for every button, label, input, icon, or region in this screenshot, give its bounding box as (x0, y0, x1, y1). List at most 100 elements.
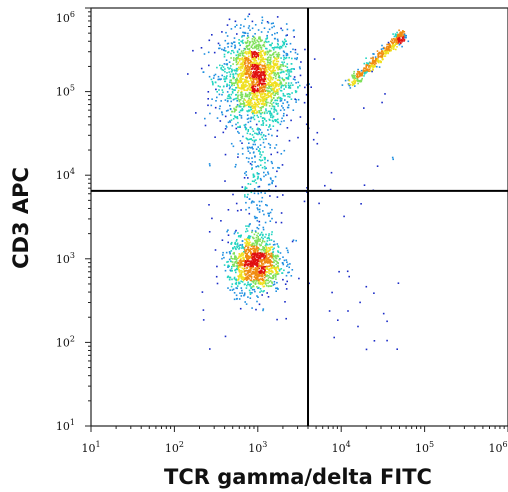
event-dot (277, 57, 280, 59)
event-dot (253, 39, 256, 41)
event-dot (227, 266, 229, 268)
event-dot (396, 46, 398, 48)
event-dot (251, 264, 254, 266)
event-dot (270, 271, 273, 273)
event-dot (297, 86, 299, 89)
event-dot (238, 105, 240, 108)
event-dot (219, 78, 221, 81)
event-dot (233, 246, 236, 248)
event-dot (277, 44, 279, 46)
event-dot (268, 215, 270, 217)
event-dot (242, 253, 245, 256)
event-dot (227, 109, 229, 112)
event-dot (251, 86, 253, 89)
event-dot (264, 65, 266, 68)
event-dot (219, 105, 221, 107)
event-dot (234, 243, 237, 245)
event-dot (257, 249, 259, 252)
event-dot (242, 31, 244, 34)
event-dot (256, 245, 258, 247)
event-dot (362, 70, 364, 73)
event-dot (241, 109, 244, 111)
event-dot (277, 91, 279, 94)
event-dot (251, 92, 253, 95)
event-dot (260, 260, 263, 263)
event-dot (260, 53, 262, 55)
event-dot (226, 75, 228, 77)
event-dot (281, 164, 284, 166)
event-dot (202, 319, 205, 321)
event-dot (331, 291, 333, 294)
event-dot (262, 234, 264, 237)
event-dot (237, 85, 239, 87)
event-dot (238, 245, 240, 247)
event-dot (256, 39, 258, 42)
event-dot (273, 51, 275, 54)
event-dot (252, 112, 254, 115)
event-dot (253, 105, 256, 108)
event-dot (235, 79, 238, 82)
event-dot (269, 79, 272, 81)
event-dot (271, 103, 273, 105)
event-dot (247, 121, 250, 124)
event-dot (256, 295, 258, 297)
event-dot (248, 95, 250, 98)
event-dot (401, 45, 403, 48)
event-dot (249, 293, 252, 295)
event-dot (275, 64, 278, 66)
event-dot (239, 140, 242, 142)
event-dot (275, 263, 277, 266)
event-dot (255, 253, 258, 255)
event-dot (372, 64, 375, 67)
event-dot (285, 34, 287, 37)
event-dot (195, 112, 197, 114)
event-dot (278, 83, 280, 86)
event-dot (351, 74, 353, 76)
event-dot (236, 69, 238, 71)
event-dot (277, 255, 280, 258)
event-dot (208, 39, 211, 42)
event-dot (269, 249, 271, 252)
event-dot (369, 67, 372, 69)
event-dot (243, 70, 245, 73)
event-dot (240, 84, 243, 86)
event-dot (260, 40, 262, 43)
event-dot (221, 111, 223, 113)
event-dot (264, 103, 266, 105)
event-dot (257, 101, 260, 103)
event-dot (395, 37, 398, 39)
event-dot (231, 71, 233, 73)
event-dot (254, 263, 257, 265)
event-dot (248, 102, 250, 104)
event-dot (221, 31, 223, 33)
event-dot (228, 18, 231, 21)
event-dot (256, 48, 258, 50)
event-dot (286, 114, 288, 117)
event-dot (209, 112, 211, 115)
event-dot (244, 41, 247, 44)
event-dot (286, 77, 288, 80)
event-dot (274, 37, 276, 40)
event-dot (234, 89, 236, 91)
event-dot (267, 101, 269, 104)
event-dot (253, 260, 256, 263)
event-dot (261, 274, 264, 276)
event-dot (261, 83, 263, 85)
event-dot (263, 272, 265, 275)
event-dot (248, 198, 251, 200)
event-dot (266, 35, 268, 37)
event-dot (304, 48, 306, 51)
event-dot (348, 83, 350, 85)
event-dot (266, 268, 269, 270)
event-dot (266, 204, 268, 207)
event-dot (239, 79, 242, 81)
event-dot (275, 221, 277, 224)
event-dot (236, 265, 238, 268)
event-dot (381, 57, 384, 60)
event-dot (255, 69, 258, 72)
event-dot (247, 255, 250, 258)
event-dot (257, 129, 259, 131)
event-dot (265, 94, 268, 97)
event-dot (230, 65, 232, 67)
event-dot (286, 63, 289, 65)
